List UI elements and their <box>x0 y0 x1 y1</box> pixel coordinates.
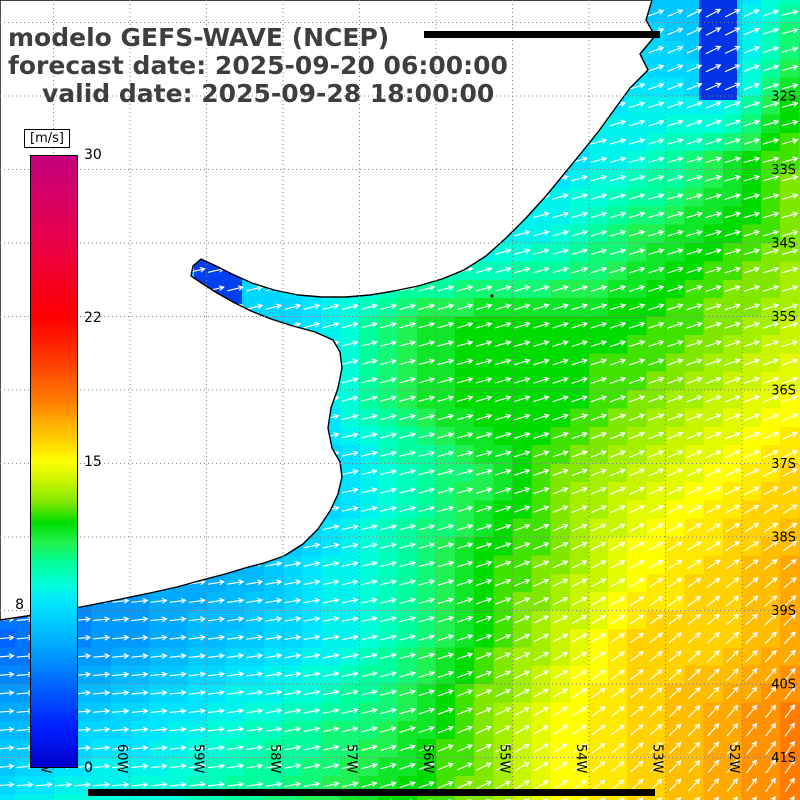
colorbar-tick-0: 0 <box>84 760 93 776</box>
lon-label: 60W <box>114 744 129 774</box>
header: modelo GEFS-WAVE (NCEP) forecast date: 2… <box>8 24 508 108</box>
coastline-land <box>0 0 656 621</box>
colorbar-gradient <box>30 155 78 768</box>
model-title: modelo GEFS-WAVE (NCEP) <box>8 23 390 52</box>
colorbar-tick-8: 8 <box>15 596 24 613</box>
lon-label: 58W <box>267 744 282 774</box>
colorbar-unit-label: [m/s] <box>24 129 70 148</box>
lat-label: 33S <box>771 163 796 178</box>
lat-label: 37S <box>771 457 796 472</box>
island-dot <box>490 294 494 298</box>
lon-label: 57W <box>344 744 359 774</box>
map-frame-bar <box>424 31 660 38</box>
valid-date: valid date: 2025-09-28 18:00:00 <box>42 79 495 108</box>
lon-label: 55W <box>497 744 512 774</box>
lat-label: 39S <box>771 604 796 619</box>
lat-label: 32S <box>771 90 796 105</box>
map-frame-bar <box>88 789 655 796</box>
lat-label: 38S <box>771 531 796 546</box>
lon-label: 52W <box>726 744 741 774</box>
lon-label: 53W <box>650 744 665 774</box>
lon-label: 56W <box>420 744 435 774</box>
lat-label: 34S <box>771 237 796 252</box>
lat-label: 41S <box>771 751 796 766</box>
lat-label: 35S <box>771 310 796 325</box>
lon-label: 54W <box>573 744 588 774</box>
colorbar-tick-30: 30 <box>84 147 102 163</box>
lat-axis-labels: 32S 33S 34S 35S 36S 37S 38S 39S 40S 41S <box>771 90 796 767</box>
lat-label: 40S <box>771 678 796 693</box>
colorbar-tick-22: 22 <box>84 310 102 327</box>
lat-label: 36S <box>771 384 796 399</box>
forecast-date: forecast date: 2025-09-20 06:00:00 <box>8 51 508 80</box>
lon-label: 59W <box>191 744 206 774</box>
colorbar-tick-15: 15 <box>84 453 102 470</box>
